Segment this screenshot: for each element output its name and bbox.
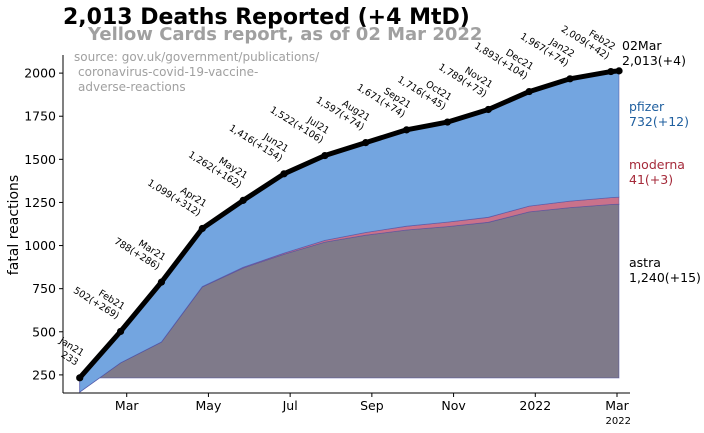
end-total-label: 2,013(+4) bbox=[622, 53, 686, 68]
total-point bbox=[525, 87, 533, 96]
y-tick-label: 1750 bbox=[24, 109, 56, 124]
total-point bbox=[443, 118, 452, 126]
total-point bbox=[76, 374, 84, 382]
total-point bbox=[321, 151, 329, 160]
total-point bbox=[566, 75, 574, 83]
y-tick-label: 500 bbox=[32, 324, 56, 339]
total-point bbox=[116, 327, 125, 336]
total-point bbox=[607, 67, 615, 76]
legend-name: pfizer bbox=[629, 99, 665, 114]
x-tick-label: Nov bbox=[441, 398, 466, 413]
source-note: adverse-reactions bbox=[78, 80, 186, 94]
legend-value: 732(+12) bbox=[629, 114, 689, 129]
y-tick-label: 1000 bbox=[24, 238, 56, 253]
total-point bbox=[484, 105, 492, 114]
total-point bbox=[280, 170, 288, 178]
legend-value: 1,240(+15) bbox=[629, 270, 701, 285]
chart-subtitle: Yellow Cards report, as of 02 Mar 2022 bbox=[87, 24, 482, 45]
total-point bbox=[402, 126, 411, 134]
x-tick-label: Jul bbox=[282, 398, 298, 413]
end-date-label: 02Mar bbox=[622, 38, 662, 53]
x-tick-label: Sep bbox=[360, 398, 384, 413]
legend-name: astra bbox=[629, 255, 661, 270]
x-tick-label: Mar bbox=[115, 398, 139, 413]
total-point bbox=[157, 278, 166, 286]
y-axis-label: fatal reactions bbox=[6, 175, 22, 275]
x-offset-label: 2022 bbox=[606, 416, 631, 427]
total-point bbox=[198, 224, 206, 233]
x-tick-label: May bbox=[196, 398, 222, 413]
y-tick-label: 1500 bbox=[24, 152, 56, 167]
y-tick-label: 2000 bbox=[24, 66, 56, 81]
x-tick-label: Mar bbox=[605, 398, 629, 413]
source-note: coronavirus-covid-19-vaccine- bbox=[78, 65, 258, 79]
y-tick-label: 1250 bbox=[24, 195, 56, 210]
source-note: source: gov.uk/government/publications/ bbox=[74, 50, 320, 64]
total-point bbox=[362, 139, 370, 147]
legend-name: moderna bbox=[629, 157, 685, 172]
total-point bbox=[615, 67, 623, 75]
chart-title: 2,013 Deaths Reported (+4 MtD) bbox=[63, 5, 470, 30]
total-point bbox=[239, 196, 247, 204]
x-tick-label: 2022 bbox=[519, 398, 551, 413]
legend-value: 41(+3) bbox=[629, 172, 673, 187]
y-tick-label: 250 bbox=[32, 367, 56, 382]
y-tick-label: 750 bbox=[32, 281, 56, 296]
